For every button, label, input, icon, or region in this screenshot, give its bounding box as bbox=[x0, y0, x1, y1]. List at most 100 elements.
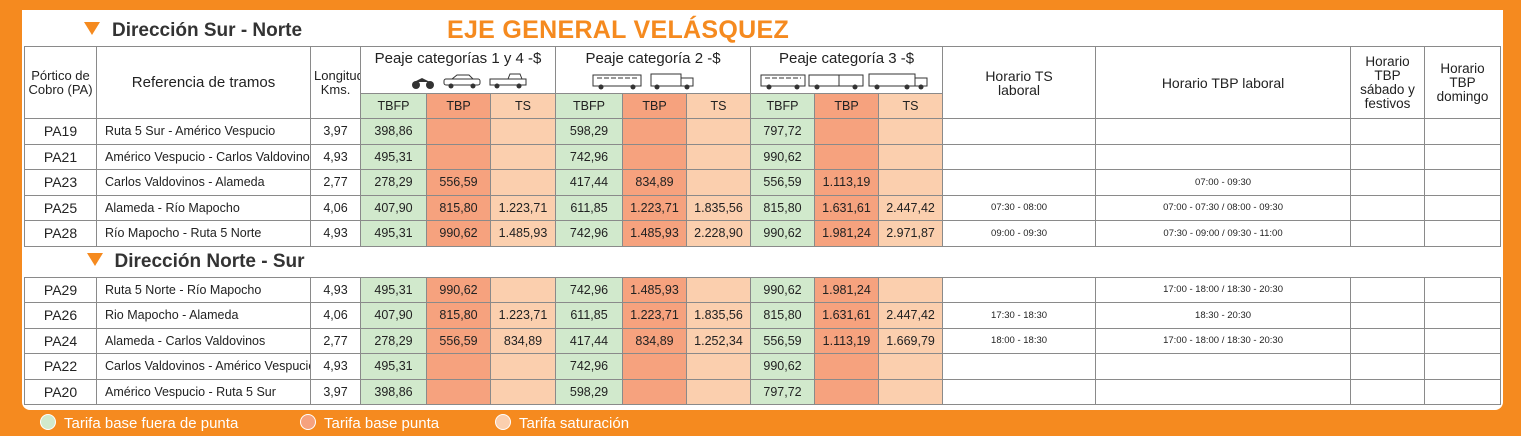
cell: 1.631,61 bbox=[814, 302, 880, 329]
cell: 797,72 bbox=[750, 378, 816, 405]
cell: 556,59 bbox=[426, 327, 491, 354]
cell: 2.971,87 bbox=[878, 220, 944, 247]
section-title: Dirección Norte - Sur bbox=[114, 250, 305, 272]
cell bbox=[942, 276, 1097, 303]
cell bbox=[814, 353, 880, 380]
cell bbox=[490, 143, 556, 170]
cell: 834,89 bbox=[622, 169, 687, 196]
cell: 742,96 bbox=[555, 143, 623, 170]
panel: Dirección Sur - Norte EJE GENERAL VELÁSQ… bbox=[22, 10, 1503, 410]
cell: 3,97 bbox=[310, 118, 361, 145]
cell bbox=[814, 143, 880, 170]
cell: 1.113,19 bbox=[814, 327, 880, 354]
cell: PA23 bbox=[24, 169, 97, 196]
cell: PA29 bbox=[24, 276, 97, 303]
header-cell: Horario TBP domingo bbox=[1424, 46, 1502, 119]
cell: 495,31 bbox=[360, 353, 427, 380]
cell: 1.252,34 bbox=[685, 327, 752, 354]
cell: 495,31 bbox=[360, 220, 427, 247]
section-cell: Dirección Norte - Sur bbox=[24, 245, 1501, 278]
cell: 4,93 bbox=[310, 276, 361, 303]
cell: 556,59 bbox=[750, 327, 816, 354]
cell bbox=[622, 378, 687, 405]
cell: 598,29 bbox=[555, 118, 623, 145]
cell bbox=[1350, 353, 1426, 380]
subheader-cell: TBFP bbox=[750, 93, 816, 119]
cell bbox=[1350, 118, 1426, 145]
cell: 17:00 - 18:00 / 18:30 - 20:30 bbox=[1095, 276, 1352, 303]
cell: 990,62 bbox=[750, 276, 816, 303]
cell bbox=[1424, 276, 1502, 303]
cell: 495,31 bbox=[360, 143, 427, 170]
cell: PA25 bbox=[24, 194, 97, 221]
cell: PA24 bbox=[24, 327, 97, 354]
header-cell: Peaje categoría 3 -$ bbox=[750, 46, 944, 71]
cell bbox=[426, 353, 491, 380]
cell bbox=[685, 169, 752, 196]
section-marker bbox=[86, 252, 103, 266]
cell bbox=[490, 169, 556, 196]
cell: 834,89 bbox=[490, 327, 556, 354]
cell bbox=[1095, 143, 1352, 170]
cell: 2.447,42 bbox=[878, 302, 944, 329]
subheader-cell: TS bbox=[685, 93, 752, 119]
cell: PA19 bbox=[24, 118, 97, 145]
cell bbox=[1424, 143, 1502, 170]
cell bbox=[942, 353, 1097, 380]
subheader-cell: TBP bbox=[814, 93, 880, 119]
cell: 1.223,71 bbox=[622, 302, 687, 329]
cell: 398,86 bbox=[360, 118, 427, 145]
cell: 2,77 bbox=[310, 169, 361, 196]
data-row: PA26 Rio Mapocho - Alameda 4,06 407,90 815,8… bbox=[24, 302, 1502, 329]
cell: 07:30 - 09:00 / 09:30 - 11:00 bbox=[1095, 220, 1352, 247]
cell bbox=[814, 378, 880, 405]
toll-table: Pórtico de Cobro (PA) Referencia de tram… bbox=[24, 46, 1502, 405]
cell: 1.223,71 bbox=[490, 302, 556, 329]
cell bbox=[426, 378, 491, 405]
cell bbox=[1350, 378, 1426, 405]
cell: 990,62 bbox=[750, 143, 816, 170]
cell bbox=[685, 143, 752, 170]
cell: Carlos Valdovinos - Alameda bbox=[96, 169, 311, 196]
cell: 990,62 bbox=[426, 220, 491, 247]
cell bbox=[490, 353, 556, 380]
cell: 1.835,56 bbox=[685, 302, 752, 329]
cell: 4,93 bbox=[310, 220, 361, 247]
cell: 797,72 bbox=[750, 118, 816, 145]
cell: 407,90 bbox=[360, 302, 427, 329]
cell: 07:00 - 09:30 bbox=[1095, 169, 1352, 196]
data-row: PA28 Río Mapocho - Ruta 5 Norte 4,93 495,31… bbox=[24, 220, 1502, 247]
legend-item: Tarifa base punta bbox=[300, 414, 439, 432]
cell: 4,93 bbox=[310, 353, 361, 380]
cell: 417,44 bbox=[555, 327, 623, 354]
section-title-text: Dirección Sur - Norte bbox=[112, 20, 303, 41]
cell: 18:00 - 18:30 bbox=[942, 327, 1097, 354]
vehicle-icons bbox=[554, 71, 752, 94]
cell bbox=[878, 169, 944, 196]
cell bbox=[685, 118, 752, 145]
cell: 1.631,61 bbox=[814, 194, 880, 221]
cell bbox=[878, 378, 944, 405]
cell bbox=[878, 276, 944, 303]
cell: 1.669,79 bbox=[878, 327, 944, 354]
cell: 742,96 bbox=[555, 276, 623, 303]
legend-item: Tarifa saturación bbox=[495, 414, 629, 432]
cell bbox=[490, 118, 556, 145]
cell: 990,62 bbox=[426, 276, 491, 303]
header-cell: Peaje categoría 2 -$ bbox=[554, 46, 752, 71]
cell bbox=[1424, 302, 1502, 329]
cell: 990,62 bbox=[750, 220, 816, 247]
cell: PA26 bbox=[24, 302, 97, 329]
cell: 834,89 bbox=[622, 327, 687, 354]
cell bbox=[685, 378, 752, 405]
legend-label: Tarifa base punta bbox=[324, 415, 440, 432]
cell: 1.485,93 bbox=[622, 276, 687, 303]
cell: 407,90 bbox=[360, 194, 427, 221]
main-title: EJE GENERAL VELÁSQUEZ bbox=[447, 16, 790, 44]
cell bbox=[1350, 302, 1426, 329]
cell: 4,06 bbox=[310, 194, 361, 221]
subheader-cell: TS bbox=[490, 93, 556, 119]
cell: 278,29 bbox=[360, 169, 427, 196]
cell: 990,62 bbox=[750, 353, 816, 380]
cell bbox=[685, 276, 752, 303]
